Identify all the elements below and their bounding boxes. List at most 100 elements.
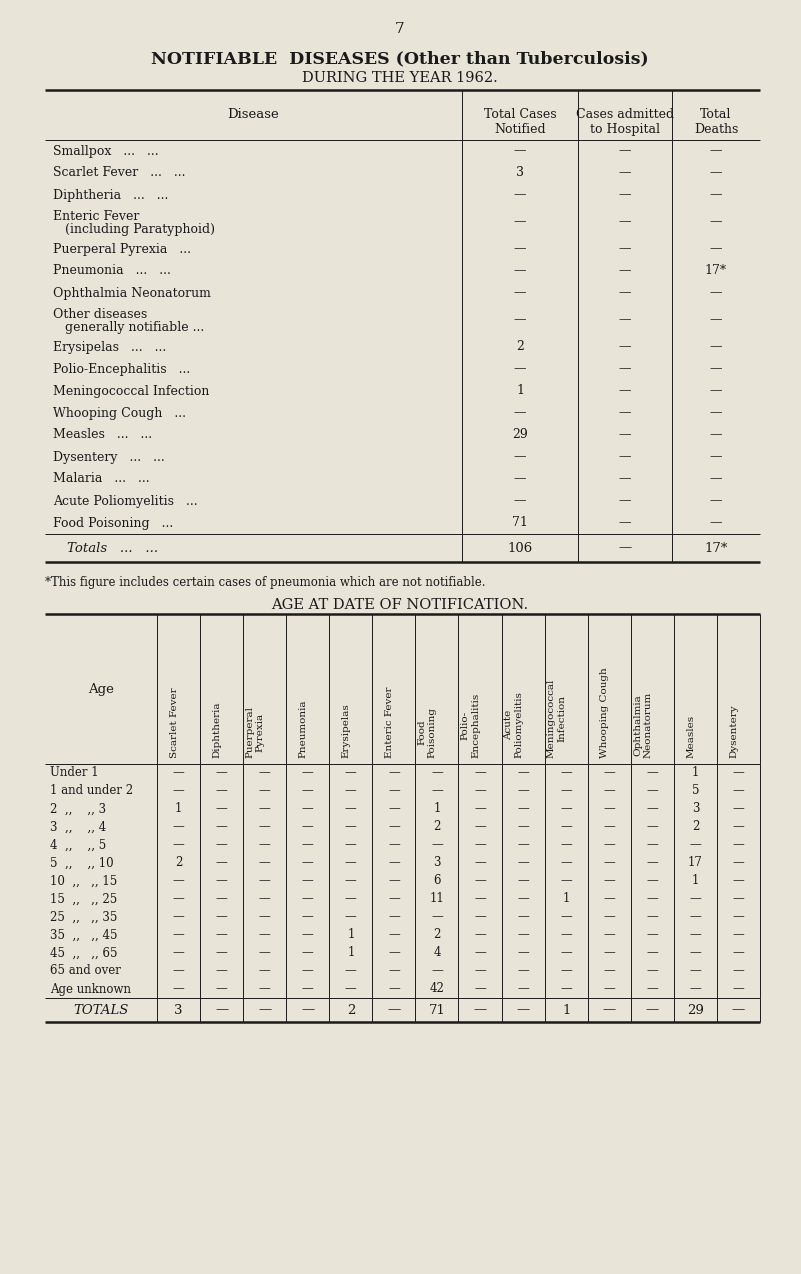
Text: —: — — [302, 767, 314, 780]
Text: 1: 1 — [175, 803, 182, 815]
Text: Under 1: Under 1 — [50, 767, 99, 780]
Text: —: — — [215, 785, 227, 798]
Text: —: — — [561, 820, 572, 833]
Text: —: — — [733, 947, 744, 959]
Text: —: — — [517, 911, 529, 924]
Text: —: — — [603, 874, 615, 888]
Text: —: — — [215, 838, 227, 851]
Text: —: — — [646, 893, 658, 906]
Text: —: — — [618, 167, 631, 180]
Text: —: — — [513, 215, 526, 228]
Text: —: — — [215, 820, 227, 833]
Text: —: — — [259, 820, 271, 833]
Text: —: — — [173, 982, 184, 995]
Text: —: — — [646, 803, 658, 815]
Text: Measles   ...   ...: Measles ... ... — [53, 428, 152, 442]
Text: —: — — [561, 767, 572, 780]
Text: —: — — [603, 982, 615, 995]
Text: Puerperal Pyrexia   ...: Puerperal Pyrexia ... — [53, 242, 191, 256]
Text: —: — — [302, 785, 314, 798]
Text: Measles: Measles — [686, 715, 695, 758]
Text: —: — — [388, 982, 400, 995]
Text: —: — — [173, 785, 184, 798]
Text: 71: 71 — [512, 516, 528, 530]
Text: 4: 4 — [433, 947, 441, 959]
Text: Total Cases
Notified: Total Cases Notified — [484, 108, 557, 136]
Text: —: — — [517, 803, 529, 815]
Text: —: — — [388, 785, 400, 798]
Text: —: — — [302, 964, 314, 977]
Text: —: — — [215, 947, 227, 959]
Text: 42: 42 — [429, 982, 445, 995]
Text: Polio-
Encephalitis: Polio- Encephalitis — [461, 693, 480, 758]
Text: DURING THE YEAR 1962.: DURING THE YEAR 1962. — [302, 71, 498, 85]
Text: —: — — [646, 874, 658, 888]
Text: 6: 6 — [433, 874, 441, 888]
Text: —: — — [474, 874, 486, 888]
Text: —: — — [646, 856, 658, 869]
Text: —: — — [302, 982, 314, 995]
Text: —: — — [388, 856, 400, 869]
Text: —: — — [388, 874, 400, 888]
Text: —: — — [561, 838, 572, 851]
Text: generally notifiable ...: generally notifiable ... — [53, 321, 204, 335]
Text: —: — — [431, 911, 443, 924]
Text: —: — — [215, 982, 227, 995]
Text: —: — — [345, 964, 356, 977]
Text: —: — — [388, 929, 400, 941]
Text: —: — — [733, 911, 744, 924]
Text: —: — — [561, 785, 572, 798]
Text: —: — — [345, 838, 356, 851]
Text: —: — — [259, 767, 271, 780]
Text: Dysentery: Dysentery — [730, 705, 739, 758]
Text: —: — — [345, 856, 356, 869]
Text: —: — — [690, 911, 701, 924]
Text: —: — — [710, 516, 723, 530]
Text: Enteric Fever: Enteric Fever — [53, 209, 139, 223]
Text: —: — — [618, 265, 631, 278]
Text: —: — — [603, 820, 615, 833]
Text: —: — — [603, 964, 615, 977]
Text: Whooping Cough: Whooping Cough — [600, 668, 610, 758]
Text: —: — — [561, 947, 572, 959]
Text: —: — — [603, 911, 615, 924]
Text: Dysentery   ...   ...: Dysentery ... ... — [53, 451, 165, 464]
Text: 17*: 17* — [704, 541, 727, 554]
Text: 2: 2 — [692, 820, 699, 833]
Text: —: — — [561, 874, 572, 888]
Text: —: — — [517, 838, 529, 851]
Text: 17*: 17* — [705, 265, 727, 278]
Text: 1: 1 — [692, 874, 699, 888]
Text: —: — — [259, 911, 271, 924]
Text: —: — — [474, 820, 486, 833]
Text: —: — — [618, 451, 631, 464]
Text: —: — — [618, 144, 631, 158]
Text: —: — — [618, 428, 631, 442]
Text: Meningococcal
Infection: Meningococcal Infection — [547, 679, 566, 758]
Text: —: — — [473, 1004, 487, 1017]
Text: —: — — [259, 838, 271, 851]
Text: —: — — [646, 964, 658, 977]
Text: 29: 29 — [512, 428, 528, 442]
Text: —: — — [618, 385, 631, 397]
Text: 2  ,,    ,, 3: 2 ,, ,, 3 — [50, 803, 106, 815]
Text: Enteric Fever: Enteric Fever — [385, 687, 394, 758]
Text: 5: 5 — [691, 785, 699, 798]
Text: —: — — [733, 767, 744, 780]
Text: Totals   ...   ...: Totals ... ... — [67, 541, 158, 554]
Text: —: — — [517, 964, 529, 977]
Text: —: — — [646, 947, 658, 959]
Text: —: — — [710, 363, 723, 376]
Text: —: — — [710, 313, 723, 326]
Text: 1: 1 — [692, 767, 699, 780]
Text: —: — — [603, 856, 615, 869]
Text: —: — — [474, 767, 486, 780]
Text: —: — — [388, 911, 400, 924]
Text: —: — — [733, 893, 744, 906]
Text: —: — — [603, 803, 615, 815]
Text: 1: 1 — [562, 1004, 570, 1017]
Text: —: — — [474, 964, 486, 977]
Text: —: — — [733, 785, 744, 798]
Text: Age unknown: Age unknown — [50, 982, 131, 995]
Text: —: — — [474, 929, 486, 941]
